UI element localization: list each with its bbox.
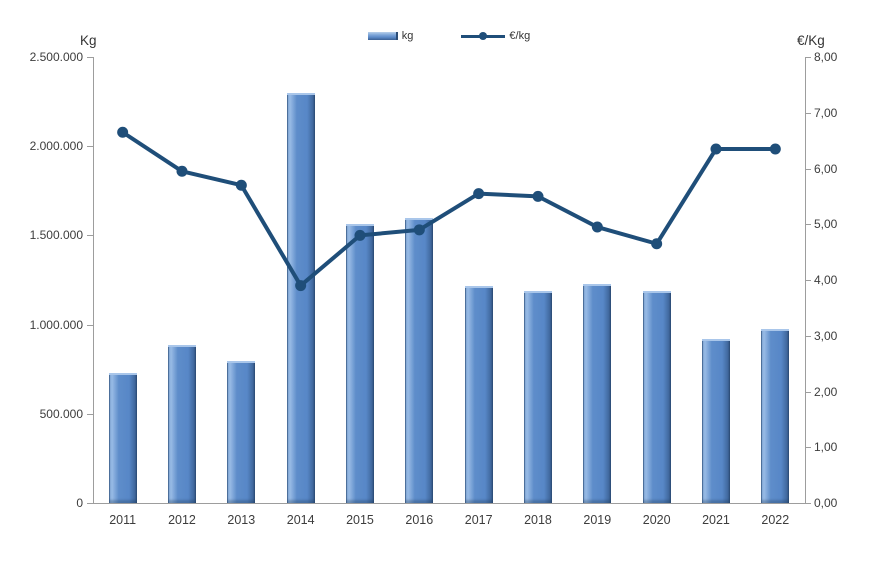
bar-2017 <box>464 286 493 503</box>
bar-2014 <box>286 92 315 503</box>
left-axis-tick-label: 0 <box>76 496 83 510</box>
legend-label-kg: kg <box>401 30 414 42</box>
legend-entry-eur-per-kg: €/kg <box>461 30 530 42</box>
x-axis-tick-label: 2016 <box>405 513 434 527</box>
line-series-swatch-icon <box>461 31 506 40</box>
left-axis-tick <box>87 235 93 237</box>
line-marker-icon <box>479 31 488 40</box>
right-axis-tick <box>805 224 811 226</box>
bar-2019 <box>583 283 612 503</box>
right-axis-tick-label: 7,00 <box>814 105 838 120</box>
bar-series-swatch-icon <box>367 32 398 40</box>
bar-2012 <box>168 345 196 503</box>
right-axis-tick <box>805 391 811 393</box>
bar-2021 <box>702 338 730 503</box>
left-axis-tick-label: 2.500.000 <box>29 50 83 64</box>
left-axis-tick-label: 1.500.000 <box>29 228 83 243</box>
left-axis-tick-label: 2.000.000 <box>29 139 83 154</box>
line-marker-2013 <box>235 179 247 191</box>
x-axis-tick-label: 2020 <box>642 513 671 527</box>
right-axis-tick-label: 3,00 <box>814 328 838 343</box>
x-axis-tick-label: 2013 <box>227 513 256 527</box>
bar-2011 <box>108 372 137 503</box>
line-marker-2017 <box>473 188 485 200</box>
x-axis-tick-label: 2017 <box>464 513 493 527</box>
line-marker-2022 <box>769 143 781 155</box>
right-axis-tick-label: 8,00 <box>814 50 838 64</box>
left-axis-tick <box>87 324 93 326</box>
right-axis-tick-label: 1,00 <box>814 440 838 455</box>
bar-2015 <box>346 223 374 503</box>
line-marker-2012 <box>176 165 188 177</box>
right-axis-tick-label: 6,00 <box>814 161 838 176</box>
right-axis-tick <box>805 335 811 337</box>
x-axis-tick-label: 2015 <box>346 513 374 527</box>
x-axis-tick-label: 2022 <box>761 513 790 527</box>
bar-2013 <box>227 361 256 503</box>
line-marker-2011 <box>117 126 129 138</box>
left-axis-tick-label: 500.000 <box>39 406 83 421</box>
x-axis-line <box>93 503 806 504</box>
left-axis-tick <box>87 503 93 504</box>
right-axis-tick <box>805 168 811 170</box>
right-axis-title: €/Kg <box>797 33 825 48</box>
left-axis-tick <box>87 146 93 148</box>
left-axis-tick <box>87 413 93 415</box>
line-marker-2019 <box>591 221 603 233</box>
left-axis-tick-label: 1.000.000 <box>29 317 83 332</box>
bar-2020 <box>642 290 671 503</box>
bar-2022 <box>761 329 790 503</box>
x-axis-tick-label: 2011 <box>109 513 137 527</box>
left-axis-title: Kg <box>80 33 97 48</box>
x-axis-tick-label: 2019 <box>583 513 612 527</box>
right-axis-tick <box>805 280 811 281</box>
right-axis-tick <box>805 503 811 504</box>
right-axis-tick <box>805 57 811 58</box>
x-axis-tick-label: 2018 <box>524 513 552 527</box>
right-axis-tick-label: 0,00 <box>814 496 838 510</box>
bar-2016 <box>405 217 434 503</box>
right-axis-tick-label: 5,00 <box>814 217 838 232</box>
x-axis-tick-label: 2012 <box>168 513 196 527</box>
left-y-axis-line <box>93 57 94 503</box>
line-marker-2018 <box>532 190 544 202</box>
price-line <box>120 130 778 288</box>
right-axis-tick <box>805 447 811 449</box>
legend-entry-kg: kg <box>367 30 414 42</box>
right-axis-tick <box>805 112 811 114</box>
right-axis-tick-label: 4,00 <box>814 273 838 287</box>
chart-legend: kg €/kg <box>93 30 805 42</box>
x-axis-tick-label: 2014 <box>286 513 315 527</box>
line-marker-2020 <box>651 238 663 250</box>
right-axis-tick-label: 2,00 <box>814 384 838 399</box>
legend-label-eur-per-kg: €/kg <box>509 30 531 42</box>
line-marker-2021 <box>710 143 722 155</box>
left-axis-tick <box>87 57 93 58</box>
x-axis-tick-label: 2021 <box>702 513 730 527</box>
bar-2018 <box>524 290 552 503</box>
